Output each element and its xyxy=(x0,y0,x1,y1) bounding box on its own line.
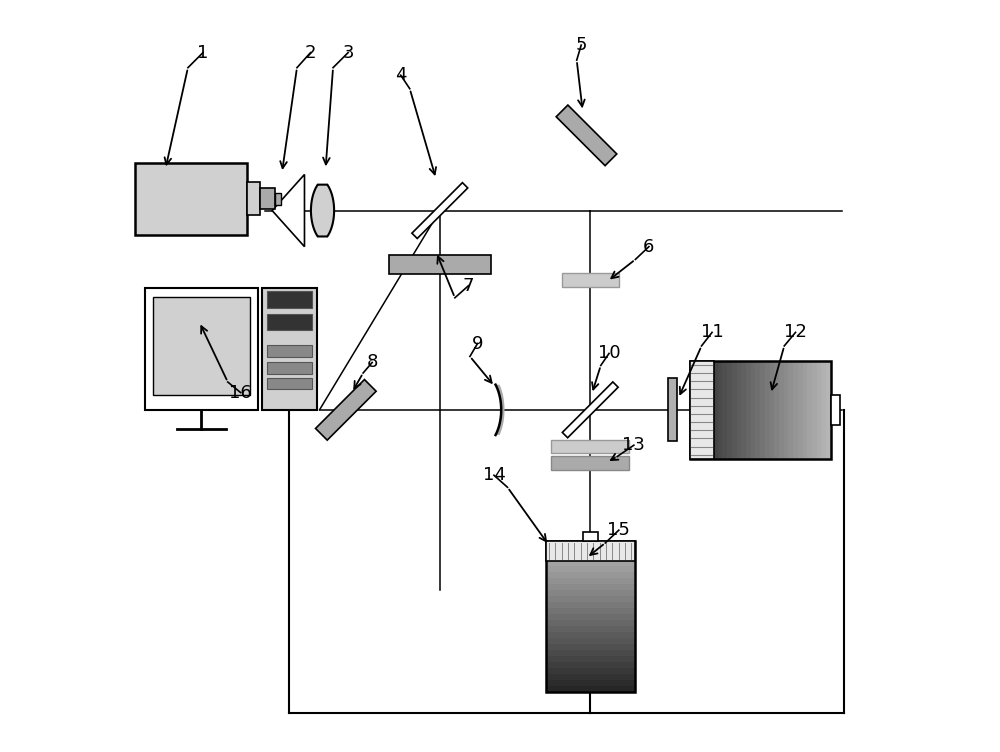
FancyBboxPatch shape xyxy=(826,361,832,459)
FancyBboxPatch shape xyxy=(145,288,258,410)
FancyBboxPatch shape xyxy=(727,361,733,459)
FancyBboxPatch shape xyxy=(262,288,317,410)
FancyBboxPatch shape xyxy=(546,583,635,590)
Text: 3: 3 xyxy=(342,44,354,62)
FancyBboxPatch shape xyxy=(741,361,747,459)
Polygon shape xyxy=(311,185,334,236)
FancyBboxPatch shape xyxy=(546,655,635,662)
FancyBboxPatch shape xyxy=(135,163,247,235)
FancyBboxPatch shape xyxy=(546,661,635,668)
FancyBboxPatch shape xyxy=(247,183,260,216)
FancyBboxPatch shape xyxy=(793,361,799,459)
FancyBboxPatch shape xyxy=(831,395,840,425)
Text: 6: 6 xyxy=(643,238,655,256)
FancyBboxPatch shape xyxy=(267,378,312,389)
FancyBboxPatch shape xyxy=(546,553,635,559)
FancyBboxPatch shape xyxy=(153,297,250,395)
FancyBboxPatch shape xyxy=(694,361,700,459)
FancyBboxPatch shape xyxy=(267,345,312,357)
Polygon shape xyxy=(412,183,468,238)
FancyBboxPatch shape xyxy=(798,361,803,459)
Text: 8: 8 xyxy=(366,353,378,371)
FancyBboxPatch shape xyxy=(746,361,752,459)
FancyBboxPatch shape xyxy=(690,361,714,459)
FancyBboxPatch shape xyxy=(817,361,822,459)
Polygon shape xyxy=(316,380,376,440)
FancyBboxPatch shape xyxy=(812,361,817,459)
FancyBboxPatch shape xyxy=(389,255,491,274)
FancyBboxPatch shape xyxy=(546,541,635,561)
FancyBboxPatch shape xyxy=(267,314,312,330)
FancyBboxPatch shape xyxy=(546,679,635,686)
FancyBboxPatch shape xyxy=(267,291,312,308)
Text: 14: 14 xyxy=(483,466,505,484)
FancyBboxPatch shape xyxy=(546,541,635,547)
FancyBboxPatch shape xyxy=(668,378,677,441)
FancyBboxPatch shape xyxy=(546,667,635,674)
Text: 12: 12 xyxy=(784,323,807,341)
Text: 9: 9 xyxy=(472,335,483,353)
Text: 16: 16 xyxy=(229,384,252,402)
FancyBboxPatch shape xyxy=(713,361,719,459)
Text: 15: 15 xyxy=(607,521,630,539)
FancyBboxPatch shape xyxy=(546,547,635,553)
FancyBboxPatch shape xyxy=(704,361,709,459)
Text: 5: 5 xyxy=(575,36,587,54)
FancyBboxPatch shape xyxy=(546,643,635,650)
Polygon shape xyxy=(272,174,304,247)
FancyBboxPatch shape xyxy=(788,361,794,459)
FancyBboxPatch shape xyxy=(737,361,742,459)
Text: 10: 10 xyxy=(598,344,620,362)
FancyBboxPatch shape xyxy=(718,361,723,459)
FancyBboxPatch shape xyxy=(546,607,635,614)
FancyBboxPatch shape xyxy=(546,673,635,680)
Text: 2: 2 xyxy=(305,44,316,62)
FancyBboxPatch shape xyxy=(807,361,813,459)
FancyBboxPatch shape xyxy=(760,361,766,459)
FancyBboxPatch shape xyxy=(267,362,312,374)
FancyBboxPatch shape xyxy=(803,361,808,459)
Polygon shape xyxy=(556,105,617,165)
FancyBboxPatch shape xyxy=(546,631,635,638)
FancyBboxPatch shape xyxy=(546,601,635,608)
Text: 7: 7 xyxy=(463,277,474,295)
FancyBboxPatch shape xyxy=(732,361,737,459)
FancyBboxPatch shape xyxy=(546,637,635,644)
FancyBboxPatch shape xyxy=(821,361,827,459)
FancyBboxPatch shape xyxy=(774,361,780,459)
FancyBboxPatch shape xyxy=(551,456,629,470)
Text: 1: 1 xyxy=(197,44,209,62)
FancyBboxPatch shape xyxy=(546,613,635,620)
Text: 11: 11 xyxy=(701,323,723,341)
Text: 13: 13 xyxy=(622,436,645,454)
FancyBboxPatch shape xyxy=(546,595,635,602)
FancyBboxPatch shape xyxy=(708,361,714,459)
FancyBboxPatch shape xyxy=(546,577,635,584)
FancyBboxPatch shape xyxy=(551,440,629,453)
FancyBboxPatch shape xyxy=(779,361,785,459)
FancyBboxPatch shape xyxy=(562,273,619,287)
Polygon shape xyxy=(496,385,505,435)
FancyBboxPatch shape xyxy=(751,361,756,459)
FancyBboxPatch shape xyxy=(690,361,695,459)
FancyBboxPatch shape xyxy=(546,565,635,572)
FancyBboxPatch shape xyxy=(770,361,775,459)
FancyBboxPatch shape xyxy=(755,361,761,459)
FancyBboxPatch shape xyxy=(546,685,635,692)
Text: 4: 4 xyxy=(395,66,406,84)
FancyBboxPatch shape xyxy=(546,589,635,596)
FancyBboxPatch shape xyxy=(260,189,275,210)
FancyBboxPatch shape xyxy=(275,193,281,205)
Polygon shape xyxy=(562,382,618,438)
FancyBboxPatch shape xyxy=(546,559,635,566)
FancyBboxPatch shape xyxy=(583,532,598,541)
FancyBboxPatch shape xyxy=(722,361,728,459)
FancyBboxPatch shape xyxy=(699,361,704,459)
FancyBboxPatch shape xyxy=(765,361,770,459)
FancyBboxPatch shape xyxy=(784,361,789,459)
FancyBboxPatch shape xyxy=(546,649,635,656)
FancyBboxPatch shape xyxy=(546,619,635,626)
FancyBboxPatch shape xyxy=(546,625,635,632)
FancyBboxPatch shape xyxy=(546,571,635,578)
